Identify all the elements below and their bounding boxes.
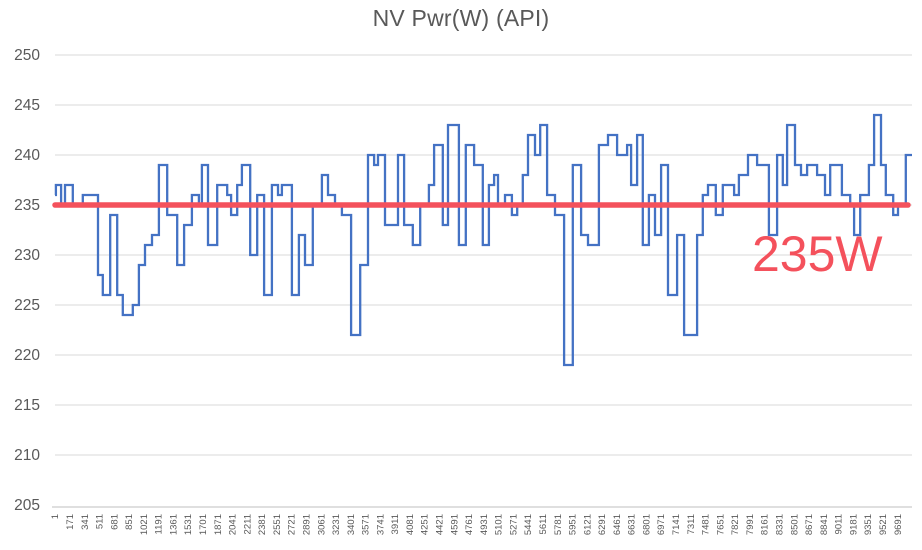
x-tick-label: 8161 [760,514,771,535]
x-tick-label: 8841 [819,514,830,535]
x-tick-label: 1361 [168,514,179,535]
x-tick-label: 851 [124,514,135,530]
y-tick-label: 215 [14,397,40,414]
x-tick-label: 9351 [863,514,874,535]
reference-line-label: 235W [752,226,883,282]
x-tick-label: 8671 [804,514,815,535]
x-tick-label: 7311 [686,514,697,534]
x-tick-label: 7651 [715,514,726,535]
x-tick-label: 681 [109,514,120,530]
x-tick-label: 2211 [242,514,253,534]
x-tick-label: 4591 [449,514,460,535]
x-tick-label: 1191 [154,514,165,534]
x-tick-label: 341 [80,514,91,530]
x-tick-label: 6121 [582,514,593,535]
y-tick-label: 225 [14,297,40,314]
x-tick-label: 5271 [508,514,519,535]
x-tick-label: 4081 [405,514,416,535]
x-tick-label: 2041 [228,514,239,535]
x-tick-label: 2381 [257,514,268,535]
x-tick-label: 1531 [183,514,194,535]
x-tick-label: 8501 [789,514,800,535]
y-tick-label: 245 [14,97,40,114]
x-tick-label: 5611 [538,514,549,534]
x-tick-label: 7821 [730,514,741,535]
x-tick-label: 6461 [612,514,623,535]
x-tick-label: 171 [65,514,76,530]
x-tick-label: 4761 [464,514,475,535]
x-tick-label: 9011 [834,514,845,534]
y-tick-label: 205 [14,497,40,514]
x-tick-label: 4931 [479,514,490,535]
x-tick-label: 511 [95,514,106,529]
x-tick-label: 6801 [641,514,652,535]
y-tick-label: 235 [14,197,40,214]
y-tick-label: 240 [14,147,40,164]
x-tick-label: 6291 [597,514,608,535]
x-tick-label: 1701 [198,514,209,535]
x-tick-label: 4421 [435,514,446,535]
x-tick-label: 7991 [745,514,756,535]
x-tick-label: 5441 [523,514,534,535]
x-tick-label: 7141 [671,514,682,535]
x-tick-label: 2891 [301,514,312,535]
x-tick-label: 7481 [701,514,712,535]
x-tick-label: 5951 [568,514,579,535]
x-tick-label: 1871 [213,514,224,535]
x-tick-label: 3231 [331,514,342,535]
x-tick-label: 2721 [287,514,298,535]
x-tick-label: 2551 [272,514,283,535]
y-tick-label: 220 [14,347,40,364]
x-tick-label: 6631 [627,514,638,535]
y-tick-label: 250 [14,47,40,64]
x-tick-label: 3911 [390,514,401,534]
x-tick-label: 9181 [848,514,859,535]
x-tick-label: 4251 [420,514,431,535]
x-tick-label: 9521 [878,514,889,535]
x-tick-label: 3571 [361,514,372,535]
x-tick-label: 1021 [139,514,150,535]
x-tick-label: 6971 [656,514,667,535]
power-series-line [54,113,912,367]
y-tick-label: 230 [14,247,40,264]
x-tick-label: 3061 [316,514,327,535]
x-tick-label: 8331 [775,514,786,535]
y-tick-label: 210 [14,447,40,464]
x-tick-label: 9691 [893,514,904,535]
x-tick-label: 5781 [553,514,564,535]
x-tick-label: 3401 [346,514,357,535]
chart-title: NV Pwr(W) (API) [372,5,550,31]
x-tick-label: 3741 [375,514,386,535]
x-tick-label: 1 [50,514,61,519]
x-tick-label: 5101 [494,514,505,535]
